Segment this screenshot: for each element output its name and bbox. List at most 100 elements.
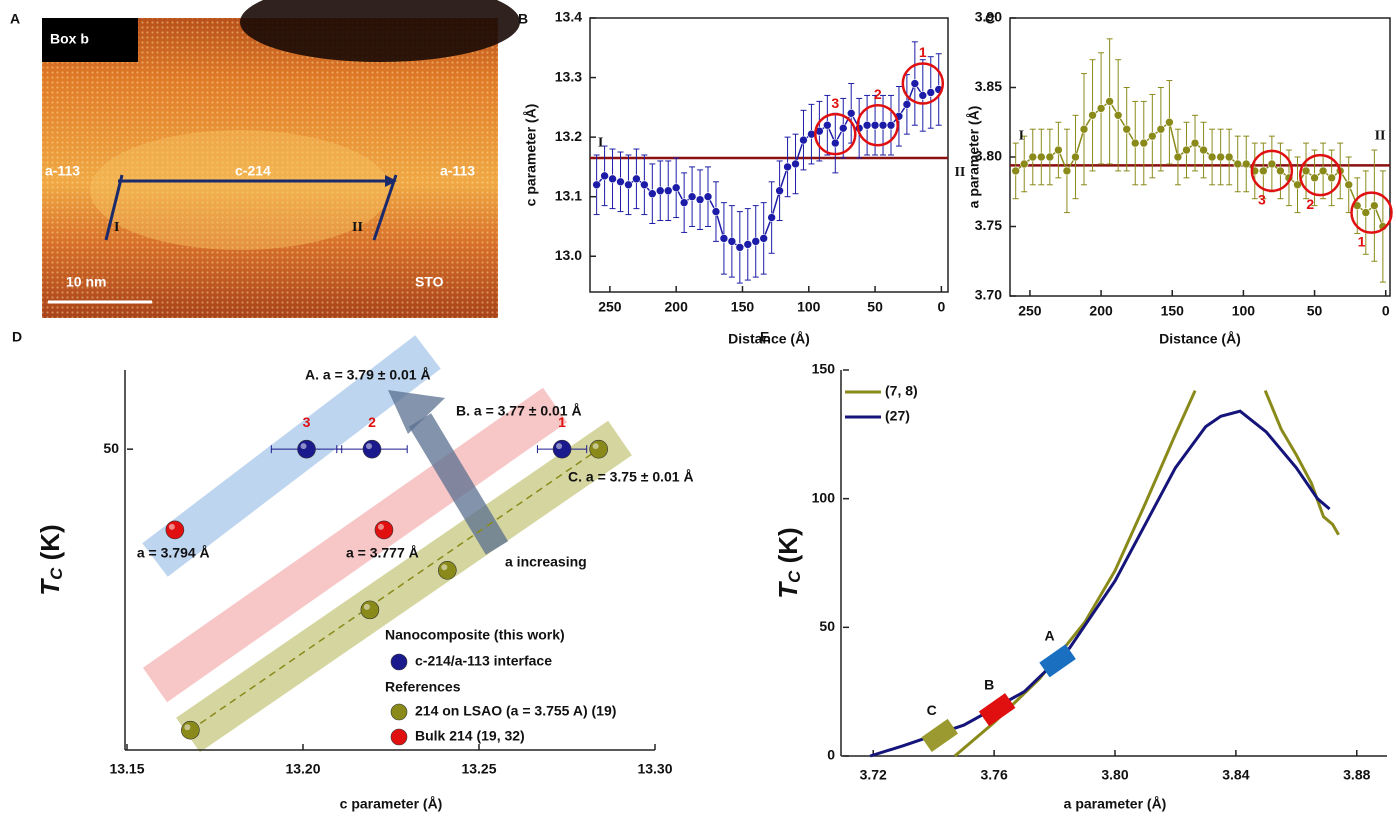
- band-marker-label: B: [984, 676, 994, 692]
- data-point: [553, 440, 571, 458]
- data-point: [1345, 181, 1353, 189]
- data-point: [664, 187, 672, 195]
- y-tick-label: 0: [827, 747, 835, 763]
- data-point: [1063, 167, 1071, 175]
- data-point: [919, 91, 927, 99]
- circle-label: 2: [874, 86, 882, 102]
- x-tick-label: 13.20: [285, 761, 320, 777]
- y-tick-label: 150: [812, 361, 836, 377]
- data-point: [903, 100, 911, 108]
- image-label: Box b: [50, 31, 89, 47]
- data-point: [632, 175, 640, 183]
- data-point: [760, 234, 768, 242]
- data-point: [712, 208, 720, 216]
- data-point: [1370, 202, 1378, 210]
- panel-letter: A: [10, 11, 20, 27]
- data-point: [1242, 160, 1250, 168]
- x-axis-label: c parameter (Å): [340, 796, 443, 812]
- y-axis-label-part: (K): [773, 527, 803, 570]
- annotation: A. a = 3.79 ± 0.01 Å: [305, 367, 431, 383]
- data-point: [1182, 146, 1190, 154]
- x-tick-label: 250: [1018, 303, 1042, 319]
- image-label: c-214: [235, 163, 271, 179]
- circle-label: 2: [1306, 196, 1314, 212]
- data-point: [728, 237, 736, 245]
- figure: Box ba-113c-214a-113III10 nmSTOA25020015…: [0, 0, 1396, 830]
- data-point: [887, 121, 895, 129]
- data-point: [736, 243, 744, 251]
- legend-label: 214 on LSAO (a = 3.755 A) (19): [415, 703, 616, 719]
- y-tick-label: 13.4: [555, 9, 582, 25]
- x-tick-label: 0: [1382, 303, 1390, 319]
- legend-swatch: [391, 654, 407, 670]
- data-point: [181, 721, 199, 739]
- circle-label: 3: [831, 95, 839, 111]
- series-line: [1016, 101, 1383, 226]
- data-point: [1140, 139, 1148, 147]
- y-tick-label: 13.1: [555, 187, 582, 203]
- legend-label: c-214/a-113 interface: [415, 653, 552, 669]
- data-point: [648, 190, 656, 198]
- data-point: [1131, 139, 1139, 147]
- panel-letter: B: [518, 11, 528, 27]
- data-point: [744, 240, 752, 248]
- data-point: [799, 136, 807, 144]
- data-point: [1089, 111, 1097, 119]
- y-tick-label: 13.2: [555, 128, 582, 144]
- data-point: [1080, 125, 1088, 133]
- x-tick-label: 13.15: [109, 761, 144, 777]
- point-label: a = 3.794 Å: [137, 545, 210, 561]
- data-point: [1208, 153, 1216, 161]
- y-tick-label: 3.85: [975, 78, 1002, 94]
- point-label: 2: [368, 414, 376, 430]
- point-label: a = 3.777 Å: [346, 545, 419, 561]
- data-point: [696, 196, 704, 204]
- image-label: a-113: [45, 163, 80, 179]
- region-label: II: [954, 165, 965, 180]
- legend-header: Nanocomposite (this work): [385, 627, 565, 643]
- point-highlight: [366, 443, 372, 449]
- band-marker-label: C: [927, 702, 937, 718]
- data-point: [656, 187, 664, 195]
- data-point: [593, 181, 601, 189]
- data-point: [1319, 167, 1327, 175]
- data-point: [792, 160, 800, 168]
- data-point: [672, 184, 680, 192]
- panel-letter: C: [985, 11, 995, 27]
- data-point: [375, 521, 393, 539]
- x-tick-label: 3.76: [980, 767, 1007, 783]
- point-label: 1: [558, 414, 566, 430]
- data-point: [166, 521, 184, 539]
- data-point: [1276, 167, 1284, 175]
- data-point: [720, 234, 728, 242]
- data-point: [1174, 153, 1182, 161]
- band-marker-label: A: [1045, 627, 1055, 643]
- data-point: [1259, 167, 1267, 175]
- point-highlight: [364, 604, 370, 610]
- data-point: [298, 440, 316, 458]
- data-point: [1106, 97, 1114, 105]
- y-tick-label: 3.75: [975, 217, 1002, 233]
- y-tick-label: 50: [103, 440, 119, 456]
- data-point: [1157, 125, 1165, 133]
- data-point: [1123, 125, 1131, 133]
- y-axis-label-part: C: [47, 567, 66, 580]
- data-point: [1225, 153, 1233, 161]
- annotation: a increasing: [505, 554, 587, 570]
- data-point: [1054, 146, 1062, 154]
- data-point: [1234, 160, 1242, 168]
- data-point: [768, 214, 776, 222]
- region-label: I: [598, 135, 603, 150]
- data-point: [1328, 174, 1336, 182]
- data-point: [1165, 118, 1173, 126]
- data-point: [863, 121, 871, 129]
- panel-letter: E: [760, 329, 769, 345]
- band-marker: [921, 719, 958, 752]
- y-tick-label: 13.3: [555, 68, 582, 84]
- image-label: STO: [415, 274, 444, 290]
- point-highlight: [556, 443, 562, 449]
- data-point: [1362, 209, 1370, 217]
- legend-swatch: [391, 729, 407, 745]
- legend-swatch: [391, 704, 407, 720]
- data-point: [911, 80, 919, 88]
